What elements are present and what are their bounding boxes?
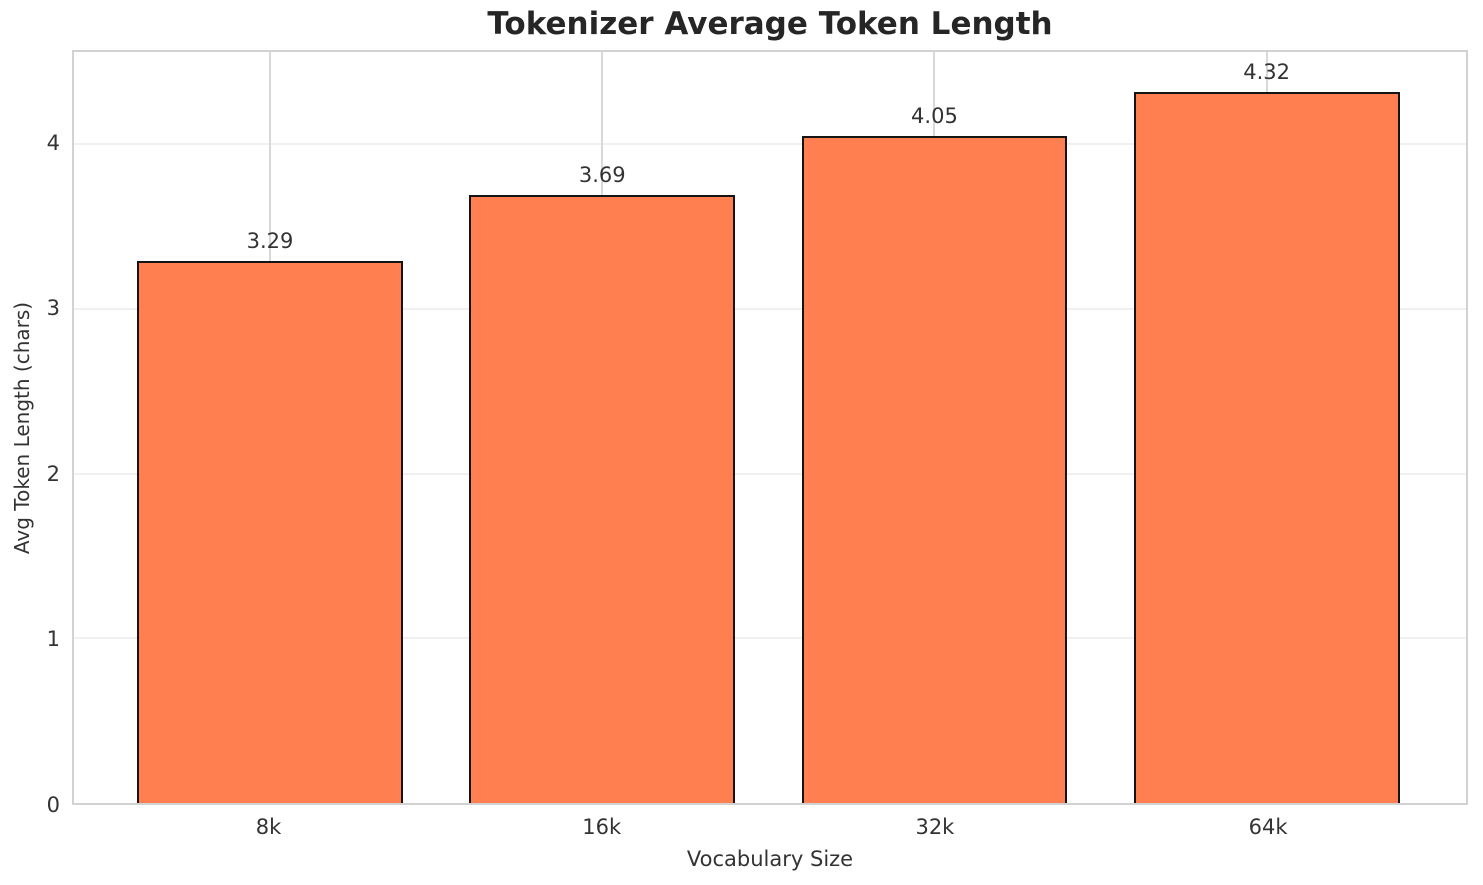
x-tick-label: 32k [915, 815, 955, 839]
bar [137, 261, 403, 803]
y-axis-label: Avg Token Length (chars) [10, 301, 34, 555]
y-tick-label: 0 [46, 793, 60, 817]
y-tick-label: 4 [46, 130, 60, 155]
y-tick-label: 2 [46, 461, 60, 486]
x-tick-label: 16k [582, 815, 622, 839]
grid-line-horizontal [74, 472, 1466, 475]
bar-value-label: 4.32 [1243, 59, 1291, 84]
bar [801, 136, 1068, 803]
grid-line-horizontal [74, 307, 1466, 310]
horizontal-gridlines [74, 52, 1466, 803]
y-tick-label: 3 [46, 296, 60, 321]
bar-value-label: 3.69 [578, 163, 626, 188]
grid-line-horizontal [74, 637, 1466, 640]
x-tick-label: 64k [1248, 815, 1288, 839]
bar-value-label: 3.29 [246, 229, 294, 254]
bar-value-label: 4.05 [911, 103, 958, 128]
bars-layer: 3.29 3.69 4.05 4.32 [74, 52, 1466, 803]
bar [469, 195, 736, 803]
x-tick-label: 8k [255, 815, 282, 839]
bar [1133, 91, 1400, 803]
chart-title: Tokenizer Average Token Length [487, 6, 1053, 42]
grid-line-horizontal [74, 143, 1466, 146]
x-axis-label: Vocabulary Size [686, 847, 854, 871]
y-tick-label: 1 [46, 627, 60, 652]
plot-area: 3.29 3.69 4.05 4.32 [72, 50, 1468, 805]
